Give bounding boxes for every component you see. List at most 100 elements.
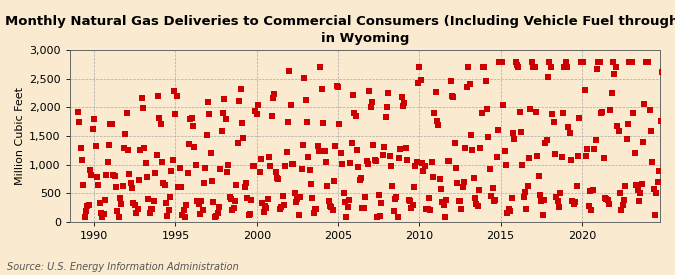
- Point: [605, 108, 616, 112]
- Point: [158, 181, 169, 185]
- Point: [422, 207, 433, 211]
- Point: [109, 174, 120, 178]
- Point: [126, 180, 136, 185]
- Point: [439, 215, 450, 219]
- Point: [625, 60, 636, 64]
- Point: [431, 119, 442, 123]
- Point: [358, 206, 369, 210]
- Point: [220, 116, 231, 121]
- Point: [165, 195, 176, 199]
- Point: [558, 111, 568, 116]
- Point: [552, 199, 563, 203]
- Point: [442, 158, 453, 163]
- Point: [240, 180, 251, 185]
- Point: [385, 164, 396, 168]
- Point: [162, 214, 173, 218]
- Point: [371, 159, 381, 163]
- Point: [142, 175, 153, 179]
- Point: [272, 175, 283, 180]
- Point: [361, 159, 372, 163]
- Point: [560, 60, 571, 64]
- Point: [610, 65, 621, 70]
- Point: [340, 200, 350, 204]
- Point: [147, 207, 158, 211]
- Point: [151, 153, 162, 157]
- Point: [376, 201, 387, 205]
- Point: [117, 184, 128, 189]
- Point: [438, 203, 449, 207]
- Point: [434, 177, 445, 182]
- Point: [479, 65, 490, 70]
- Point: [487, 186, 498, 190]
- Point: [639, 101, 649, 106]
- Point: [112, 209, 123, 214]
- Point: [539, 198, 549, 202]
- Point: [587, 187, 598, 192]
- Point: [568, 202, 579, 206]
- Point: [618, 198, 629, 202]
- Point: [379, 144, 389, 149]
- Point: [549, 152, 560, 156]
- Point: [124, 172, 135, 177]
- Point: [80, 215, 90, 219]
- Point: [153, 94, 163, 99]
- Point: [599, 196, 610, 200]
- Point: [408, 185, 419, 189]
- Point: [636, 182, 647, 186]
- Point: [352, 148, 362, 152]
- Point: [246, 198, 256, 203]
- Point: [430, 90, 441, 95]
- Point: [93, 183, 104, 188]
- Point: [506, 196, 517, 200]
- Point: [556, 155, 567, 160]
- Point: [517, 163, 528, 167]
- Point: [590, 137, 601, 142]
- Point: [174, 166, 185, 170]
- Point: [520, 189, 531, 194]
- Point: [130, 203, 140, 207]
- Point: [127, 186, 138, 191]
- Point: [500, 148, 510, 153]
- Point: [505, 209, 516, 214]
- Point: [161, 200, 171, 205]
- Point: [414, 64, 425, 69]
- Point: [180, 215, 190, 219]
- Point: [406, 206, 416, 211]
- Point: [388, 208, 399, 213]
- Point: [327, 207, 338, 212]
- Point: [136, 96, 147, 100]
- Point: [547, 112, 558, 117]
- Point: [325, 204, 335, 208]
- Point: [344, 197, 354, 202]
- Point: [654, 169, 665, 174]
- Point: [532, 153, 543, 158]
- Point: [365, 105, 376, 110]
- Point: [200, 165, 211, 170]
- Point: [302, 119, 313, 124]
- Point: [629, 151, 640, 156]
- Point: [196, 199, 207, 203]
- Point: [458, 185, 468, 189]
- Point: [189, 144, 200, 149]
- Point: [82, 204, 93, 208]
- Point: [182, 170, 193, 175]
- Point: [462, 84, 472, 89]
- Point: [475, 146, 486, 150]
- Point: [232, 140, 243, 145]
- Point: [354, 178, 365, 182]
- Point: [116, 202, 127, 207]
- Point: [472, 204, 483, 208]
- Point: [143, 197, 154, 201]
- Point: [81, 209, 92, 213]
- Point: [349, 110, 360, 115]
- Point: [620, 183, 630, 188]
- Point: [103, 160, 113, 164]
- Point: [178, 208, 189, 212]
- Point: [367, 100, 377, 104]
- Point: [90, 144, 101, 148]
- Point: [322, 184, 333, 189]
- Point: [356, 176, 367, 181]
- Point: [201, 132, 212, 137]
- Point: [131, 210, 142, 215]
- Point: [258, 210, 269, 214]
